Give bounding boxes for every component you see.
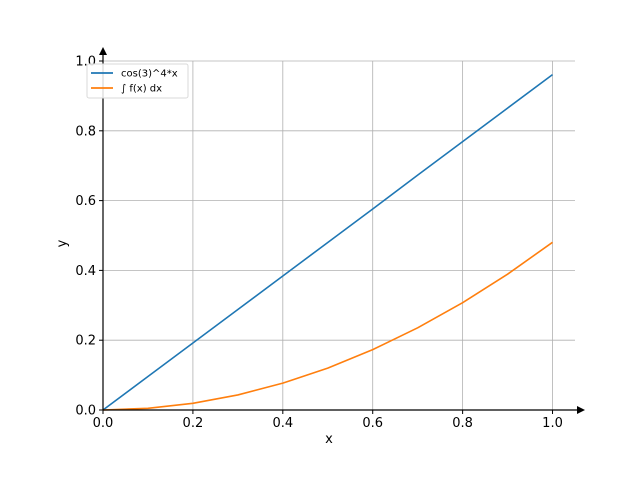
y-tick-label-2: 0.4 bbox=[75, 264, 96, 279]
legend-label-cos: cos(3)^4*x bbox=[121, 69, 178, 80]
y-tick-label-3: 0.6 bbox=[75, 194, 96, 209]
legend: cos(3)^4*x ∫ f(x) dx bbox=[86, 63, 189, 99]
grid bbox=[103, 60, 575, 410]
x-tick-label-0: 0.0 bbox=[93, 416, 114, 431]
axes bbox=[99, 47, 585, 414]
x-tick-label-2: 0.4 bbox=[272, 416, 293, 431]
ticks: 0.0 0.2 0.4 0.6 0.8 1.00.00.20.40.60.81.0 bbox=[75, 55, 563, 432]
x-tick-label-5: 1.0 bbox=[542, 416, 563, 431]
y-tick-label-4: 0.8 bbox=[75, 124, 96, 139]
x-axis-arrow bbox=[577, 406, 585, 414]
series-line-1 bbox=[102, 241, 553, 411]
y-axis-label: y bbox=[55, 239, 70, 247]
y-axis-arrow bbox=[99, 47, 107, 55]
y-tick-label-1: 0.2 bbox=[75, 334, 96, 349]
y-tick-label-0: 0.0 bbox=[75, 404, 96, 419]
series-lines bbox=[102, 73, 553, 411]
x-tick-label-4: 0.8 bbox=[452, 416, 473, 431]
legend-label-integral: ∫ f(x) dx bbox=[121, 84, 162, 95]
x-tick-label-1: 0.2 bbox=[183, 416, 204, 431]
x-tick-label-3: 0.6 bbox=[362, 416, 383, 431]
series-line-0 bbox=[102, 73, 553, 411]
x-axis-label: x bbox=[325, 432, 333, 447]
